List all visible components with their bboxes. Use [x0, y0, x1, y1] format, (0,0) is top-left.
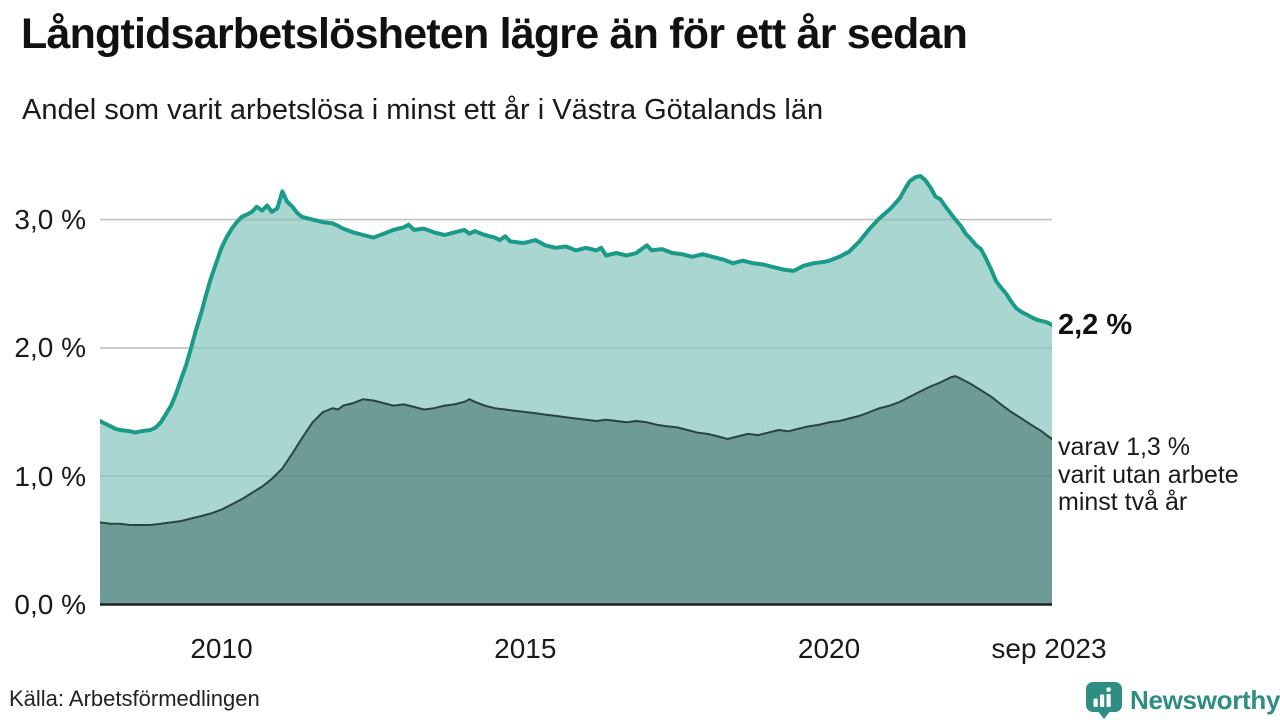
page-subtitle: Andel som varit arbetslösa i minst ett å…	[22, 94, 824, 126]
x-axis-tick-2015: 2015	[494, 633, 557, 664]
newsworthy-wordmark: Newsworthy	[1130, 684, 1280, 715]
two-year-share-label: varav 1,3 % varit utan arbete minst två …	[1058, 433, 1239, 516]
y-axis-tick-3,0%: 3,0 %	[14, 204, 86, 236]
newsworthy-pin-barchart-icon	[1085, 681, 1123, 719]
x-axis-tick-2010: 2010	[190, 633, 253, 664]
chart-region: 3,0 % 2,0 % 1,0 % 0,0 % 2010 2015 2020 sep 2023	[0, 150, 1280, 670]
page-title: Långtidsarbetslösheten lägre än för ett …	[21, 10, 968, 58]
x-axis-tick-2020: 2020	[797, 633, 861, 664]
line-series-1	[100, 375, 1052, 526]
y-axis-tick-2,0%: 2,0 %	[14, 332, 86, 364]
source-caption: Källa: Arbetsförmedlingen	[9, 686, 260, 711]
y-axis-tick-0,0%: 0,0 %	[14, 589, 86, 620]
y-axis-tick-1,0%: 1,0 %	[14, 460, 86, 492]
x-axis-tick-sep-2023: sep 2023	[991, 633, 1107, 664]
newsworthy-logo[interactable]: Newsworthy	[1085, 681, 1280, 719]
unemployment-area-chart	[100, 174, 1052, 606]
latest-value-label: 2,2 %	[1058, 309, 1133, 341]
area-series-1	[100, 376, 1052, 605]
line-series-0	[100, 174, 1052, 435]
